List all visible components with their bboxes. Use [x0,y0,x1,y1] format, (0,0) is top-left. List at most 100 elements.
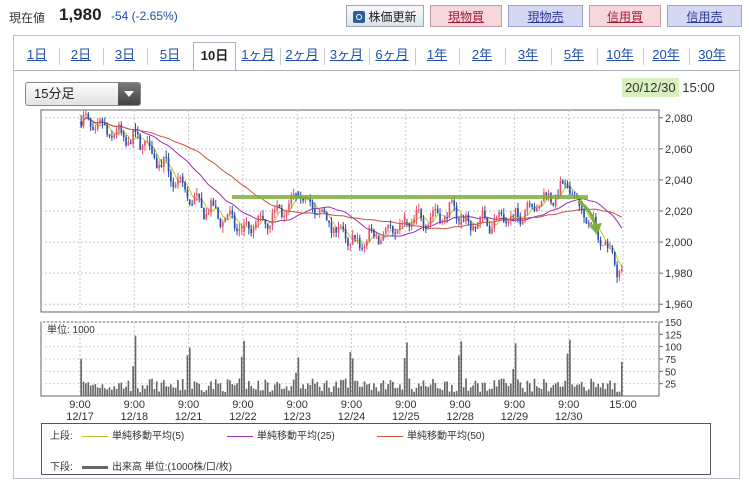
candle-body [262,215,264,220]
volume-bar [401,389,404,396]
candle-body [363,245,366,249]
tab-5d[interactable]: 5日 [159,47,181,62]
volume-bar [580,381,583,396]
candle-body [434,208,437,211]
volume-bar [604,389,607,396]
volume-bar [224,391,227,396]
candle-body [167,157,170,172]
candle-body [236,228,238,232]
tab-2y[interactable]: 2年 [471,47,493,62]
volume-bar [243,340,245,396]
candle-body [247,221,250,229]
volume-bar [538,387,541,396]
tab-separator [59,48,60,65]
candle-body [474,226,477,229]
volume-bar [550,387,552,396]
volume-bar [512,368,515,396]
candle-body [403,216,406,224]
candle-body [316,214,319,216]
volume-bar [99,387,101,396]
tab-1m[interactable]: 1ヶ月 [241,47,275,62]
shinyo-buy-button[interactable]: 信用買 [589,5,661,27]
volume-bar [335,381,337,396]
volume-bar [129,390,132,396]
volume-bar [455,390,458,396]
volume-bar [469,387,472,396]
volume-bar [476,383,479,396]
volume-bar [210,381,212,396]
candle-body [174,184,177,188]
volume-bar [212,388,215,396]
candle-body [566,183,569,189]
candle-body [564,183,566,185]
candle-body [616,264,618,278]
volume-bar [543,379,545,396]
volume-bar [599,387,602,396]
tab-1d[interactable]: 1日 [26,47,48,62]
tab-5y[interactable]: 5年 [563,47,585,62]
volume-bar [200,390,203,396]
x-tick-time: 15:00 [609,399,637,411]
volume-bar [462,387,465,396]
interval-select[interactable]: 15分足 [25,82,141,106]
candle-body [533,206,536,212]
volume-bar [358,386,361,396]
candle-body [278,204,281,209]
candle-body [137,131,139,135]
tab-separator [505,48,506,65]
tab-30y[interactable]: 30年 [698,47,726,62]
volume-bar [458,355,460,396]
tab-6m[interactable]: 6ヶ月 [375,47,409,62]
volume-bar [96,387,99,396]
legend-lower-label: 下段: [50,462,73,473]
y-tick-label: 2,020 [665,206,693,218]
shinyo-sell-button[interactable]: 信用売 [667,5,742,27]
candle-body [448,202,451,218]
candle-body [205,213,208,220]
volume-bar [571,384,574,396]
candle-body [415,209,418,219]
tab-2m[interactable]: 2ヶ月 [285,47,319,62]
candle-body [528,203,531,205]
candle-body [224,218,227,223]
volume-bar [328,387,330,396]
genbutsu-sell-button[interactable]: 現物売 [508,5,583,27]
tab-10d[interactable]: 10日 [193,42,236,70]
volume-bar [255,389,257,396]
candle-body [276,204,278,210]
volume-bar [285,386,288,396]
tab-3m[interactable]: 3ヶ月 [329,47,364,62]
candle-body [340,226,342,228]
volume-bar [226,379,229,396]
volume-bar [191,388,193,396]
volume-bar [306,383,309,396]
candle-body [377,236,380,244]
tab-separator [147,48,148,65]
candle-body [455,206,458,220]
tab-1y[interactable]: 1年 [426,47,448,62]
candle-body [602,245,604,247]
tab-10y[interactable]: 10年 [606,47,634,62]
tab-20y[interactable]: 20年 [652,47,680,62]
candle-body [146,141,149,143]
volume-bar [273,384,276,396]
volume-bar [479,391,481,396]
candle-body [115,130,118,135]
candle-body [375,236,378,238]
candle-body [354,234,356,239]
volume-bar [250,385,252,396]
candle-body [380,240,382,244]
tab-3d[interactable]: 3日 [114,47,136,62]
tab-3y[interactable]: 3年 [517,47,539,62]
candle-body [212,200,215,206]
genbutsu-buy-button[interactable]: 現物買 [430,5,502,27]
update-price-label: 株価更新 [368,10,417,24]
volume-bar [531,391,533,396]
tab-2d[interactable]: 2日 [70,47,92,62]
volume-tick-label: 25 [665,380,677,391]
volume-bar [481,382,484,396]
update-price-button[interactable]: 株価更新 [346,5,424,27]
volume-bar [394,388,397,396]
volume-unit-label: 単位: 1000 [47,323,95,336]
trend-arrow-head [589,223,602,236]
